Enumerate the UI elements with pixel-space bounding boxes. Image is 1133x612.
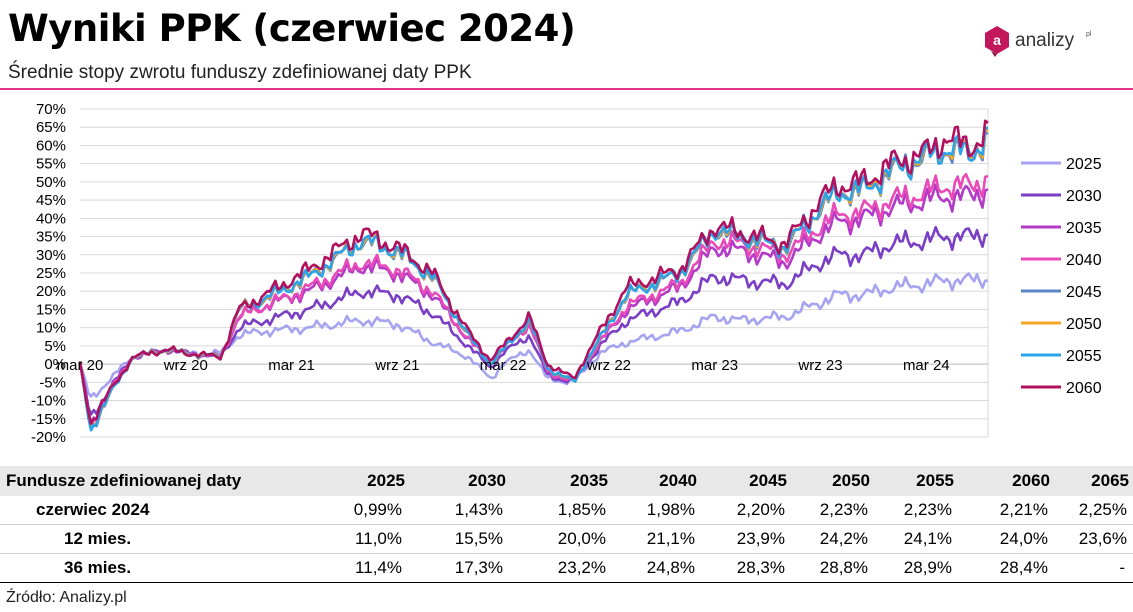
table-cell: 1,85% xyxy=(557,500,606,519)
table-cell: 23,2% xyxy=(557,558,606,577)
y-tick-label: 15% xyxy=(36,301,66,318)
analizy-logo-sup: pl xyxy=(1086,31,1092,38)
x-tick-label: wrz 21 xyxy=(374,357,419,374)
page-subtitle: Średnie stopy zwrotu funduszy zdefiniowa… xyxy=(8,62,472,83)
y-tick-label: 50% xyxy=(36,174,66,191)
table-bottom-border xyxy=(0,582,1133,583)
y-tick-label: -5% xyxy=(39,374,66,391)
y-tick-label: 25% xyxy=(36,265,66,282)
table-row: 12 mies. 11,0% 15,5% 20,0% 21,1% 23,9% 2… xyxy=(0,525,1133,553)
table-cell: 21,1% xyxy=(646,529,695,548)
y-tick-label: 70% xyxy=(36,101,66,118)
source-note: Źródło: Analizy.pl xyxy=(6,589,127,606)
table-cell: 28,3% xyxy=(736,558,785,577)
table-cell: 17,3% xyxy=(454,558,503,577)
y-tick-label: -20% xyxy=(31,429,66,446)
y-tick-label: -15% xyxy=(31,411,66,428)
table-cell: 2,25% xyxy=(1078,500,1127,519)
series-line-2050 xyxy=(78,128,989,431)
x-tick-label: mar 22 xyxy=(480,357,527,374)
series-line-2055 xyxy=(78,126,988,432)
table-cell: 24,8% xyxy=(646,558,695,577)
table-header-label: Fundusze zdefiniowanej daty xyxy=(6,471,242,490)
accent-divider xyxy=(0,88,1133,90)
table-cell: 11,0% xyxy=(355,529,402,548)
returns-line-chart: 70%65%60% 55%50%45%40% 35%30%25%20%15% 10%5… xyxy=(31,101,1102,446)
row-label: 12 mies. xyxy=(64,529,132,548)
table-cell: 23,9% xyxy=(736,529,785,548)
row-divider xyxy=(0,524,1133,525)
table-cell: 2,21% xyxy=(999,500,1048,519)
legend-label: 2060 xyxy=(1066,380,1102,397)
x-tick-label: mar 23 xyxy=(691,357,738,374)
table-header-cell: 2060 xyxy=(1012,471,1050,490)
table-cell: 24,2% xyxy=(819,529,868,548)
row-label: czerwiec 2024 xyxy=(36,500,150,519)
table-header-cell: 2065 xyxy=(1091,471,1129,490)
table-header-cell: 2035 xyxy=(570,471,608,490)
y-tick-label: 0% xyxy=(44,356,66,373)
table-row: czerwiec 2024 0,99% 1,43% 1,85% 1,98% 2,… xyxy=(0,496,1133,524)
row-label: 36 mies. xyxy=(64,558,132,577)
table-cell: 23,6% xyxy=(1078,529,1127,548)
legend-label: 2040 xyxy=(1066,252,1102,269)
table-cell: 2,23% xyxy=(819,500,868,519)
x-tick-label: wrz 20 xyxy=(163,357,208,374)
legend-label: 2045 xyxy=(1066,284,1102,301)
table-cell: 15,5% xyxy=(454,529,503,548)
legend-label: 2025 xyxy=(1066,156,1102,173)
table-header-cell: 2045 xyxy=(749,471,787,490)
y-tick-label: -10% xyxy=(31,393,66,410)
y-tick-label: 40% xyxy=(36,210,66,227)
y-tick-label: 5% xyxy=(44,338,66,355)
legend-label: 2055 xyxy=(1066,348,1102,365)
table-cell: 20,0% xyxy=(557,529,606,548)
series-line-2045 xyxy=(78,131,989,430)
table-cell: 28,9% xyxy=(903,558,952,577)
table-header-cell: 2040 xyxy=(659,471,697,490)
analizy-logo-icon: a xyxy=(985,26,1009,57)
x-tick-label: mar 20 xyxy=(57,357,104,374)
y-tick-label: 60% xyxy=(36,137,66,154)
table-cell: - xyxy=(1119,558,1125,577)
table-cell: 1,43% xyxy=(454,500,503,519)
table-header-cell: 2055 xyxy=(916,471,954,490)
table-cell: 11,4% xyxy=(355,558,402,577)
y-tick-label: 45% xyxy=(36,192,66,209)
svg-text:a: a xyxy=(993,32,1001,48)
y-tick-label: 55% xyxy=(36,156,66,173)
table-header-cell: 2030 xyxy=(468,471,506,490)
y-tick-label: 10% xyxy=(36,320,66,337)
table-cell: 24,1% xyxy=(903,529,952,548)
table-cell: 24,0% xyxy=(999,529,1048,548)
analizy-logo-text: analizy xyxy=(1015,30,1075,51)
y-tick-label: 65% xyxy=(36,119,66,136)
y-tick-label: 20% xyxy=(36,283,66,300)
table-row: 36 mies. 11,4% 17,3% 23,2% 24,8% 28,3% 2… xyxy=(0,554,1133,582)
table-cell: 1,98% xyxy=(646,500,695,519)
analizy-logo: a analizy pl xyxy=(983,25,1113,61)
table-cell: 2,20% xyxy=(736,500,785,519)
x-tick-label: wrz 22 xyxy=(586,357,631,374)
page-title: Wyniki PPK (czerwiec 2024) xyxy=(8,7,576,50)
table-header-row: Fundusze zdefiniowanej daty 2025 2030 20… xyxy=(0,466,1133,496)
y-tick-label: 35% xyxy=(36,229,66,246)
legend-label: 2030 xyxy=(1066,188,1102,205)
table-cell: 28,4% xyxy=(999,558,1048,577)
x-tick-label: mar 21 xyxy=(268,357,315,374)
table-cell: 0,99% xyxy=(353,500,402,519)
legend-label: 2050 xyxy=(1066,316,1102,333)
table-header-cell: 2050 xyxy=(832,471,870,490)
legend-label: 2035 xyxy=(1066,220,1102,237)
x-tick-label: mar 24 xyxy=(903,357,950,374)
x-tick-label: wrz 23 xyxy=(797,357,842,374)
row-divider xyxy=(0,553,1133,554)
table-cell: 2,23% xyxy=(903,500,952,519)
table-header-cell: 2025 xyxy=(367,471,405,490)
table-cell: 28,8% xyxy=(819,558,868,577)
series-line-2060 xyxy=(78,119,989,425)
y-tick-label: 30% xyxy=(36,247,66,264)
series-line-2030 xyxy=(78,226,989,416)
